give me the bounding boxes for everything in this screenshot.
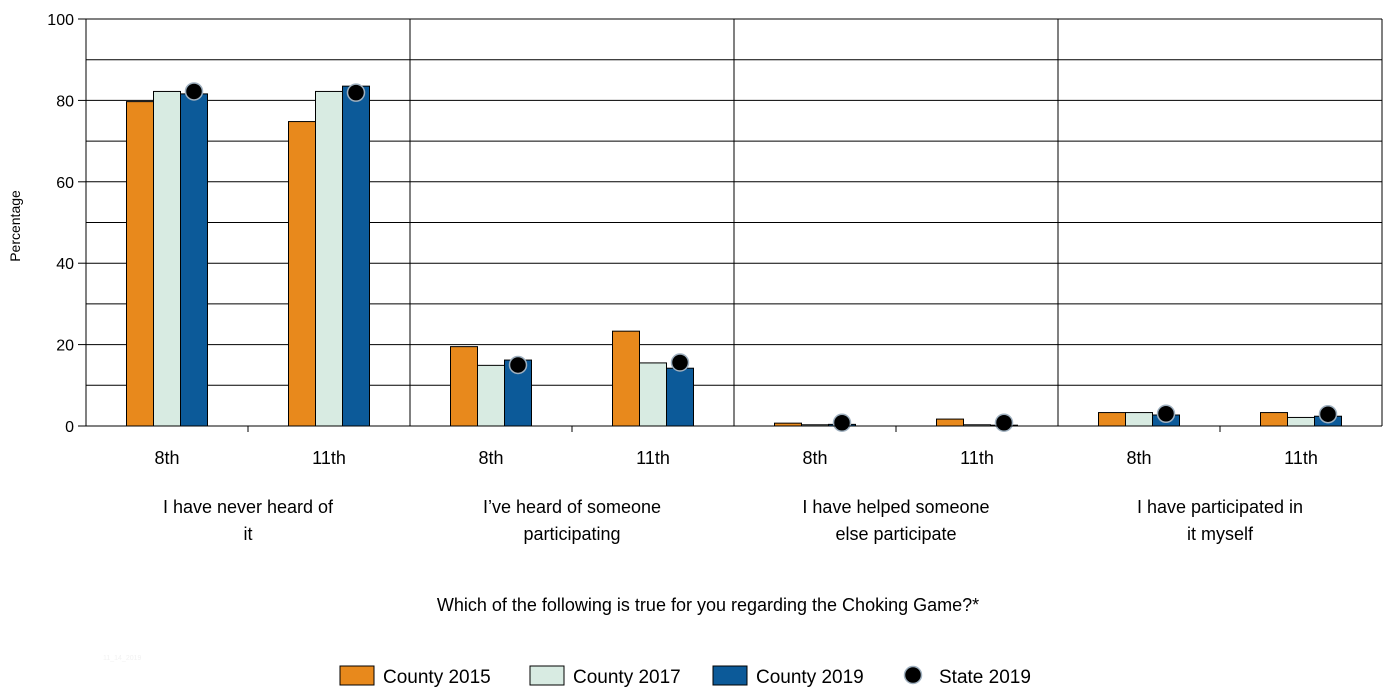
legend-label-county-2015: County 2015 — [383, 667, 491, 688]
marker-state-2019 — [1156, 404, 1176, 424]
legend-swatch-county-2015 — [339, 665, 375, 686]
y-tick-label: 80 — [56, 93, 74, 110]
bar-county-2017 — [1287, 416, 1315, 427]
bar-county-2019 — [342, 85, 370, 427]
y-tick-label: 60 — [56, 175, 74, 192]
bar-county-2019 — [666, 367, 694, 427]
x-tick-label: 8th — [478, 448, 503, 468]
y-tick-label: 40 — [56, 256, 74, 273]
bar-county-2017 — [153, 90, 181, 427]
y-tick-label: 100 — [47, 12, 74, 29]
legend-label-state-2019: State 2019 — [939, 667, 1031, 688]
bars — [126, 85, 1342, 427]
bar-county-2015 — [288, 121, 316, 427]
marker-state-2019 — [508, 355, 528, 375]
bar-county-2015 — [126, 101, 154, 427]
bar-county-2017 — [639, 362, 667, 427]
bar-county-2017 — [1125, 412, 1153, 427]
marker-state-2019 — [670, 353, 690, 372]
legend: County 2015 County 2017 County 2019 State 2… — [339, 665, 1031, 688]
legend-label-county-2019: County 2019 — [756, 667, 864, 688]
legend-swatch-county-2019 — [712, 665, 748, 686]
group-label: else participate — [835, 524, 956, 544]
marker-state-2019 — [994, 413, 1014, 432]
legend-label-county-2017: County 2017 — [573, 667, 681, 688]
bar-county-2015 — [936, 418, 964, 427]
y-tick-label: 0 — [65, 419, 74, 436]
x-tick-label: 11th — [960, 448, 994, 468]
grid-lines — [86, 18, 1382, 426]
marker-state-2019 — [1318, 404, 1338, 424]
x-tick-label: 8th — [1126, 448, 1151, 468]
marker-state-2019 — [346, 83, 366, 102]
x-tick-label: 11th — [636, 448, 670, 468]
group-label: I have helped someone — [802, 497, 989, 517]
group-label: it — [244, 524, 253, 544]
x-tick-label: 11th — [1284, 448, 1318, 468]
group-label: participating — [523, 524, 620, 544]
state-markers — [184, 82, 1338, 432]
group-label: it myself — [1187, 524, 1254, 544]
bar-county-2019 — [180, 93, 208, 427]
bar-county-2015 — [1260, 412, 1288, 427]
bar-county-2017 — [477, 364, 505, 427]
group-label: I’ve heard of someone — [483, 497, 661, 517]
bar-county-2015 — [450, 346, 478, 427]
labels: 0 20 40 60 80 100 8th 11th I have never heard of… — [47, 12, 1318, 544]
marker-state-2019 — [184, 82, 204, 101]
y-axis-title: Percentage — [7, 190, 23, 262]
bar-county-2015 — [612, 330, 640, 427]
bar-county-2017 — [315, 90, 343, 427]
footnote: 11_14_2019 — [103, 655, 142, 662]
legend-swatch-state-2019 — [903, 665, 923, 685]
bar-county-2015 — [1098, 412, 1126, 427]
y-tick-label: 20 — [56, 338, 74, 355]
group-label: I have participated in — [1137, 497, 1303, 517]
x-tick-label: 8th — [802, 448, 827, 468]
x-tick-label: 8th — [154, 448, 179, 468]
x-tick-label: 11th — [312, 448, 346, 468]
legend-swatch-county-2017 — [529, 665, 565, 686]
group-label: I have never heard of — [163, 497, 334, 517]
x-axis-title: Which of the following is true for you r… — [437, 595, 979, 615]
marker-state-2019 — [832, 413, 852, 432]
axes — [78, 18, 1383, 432]
